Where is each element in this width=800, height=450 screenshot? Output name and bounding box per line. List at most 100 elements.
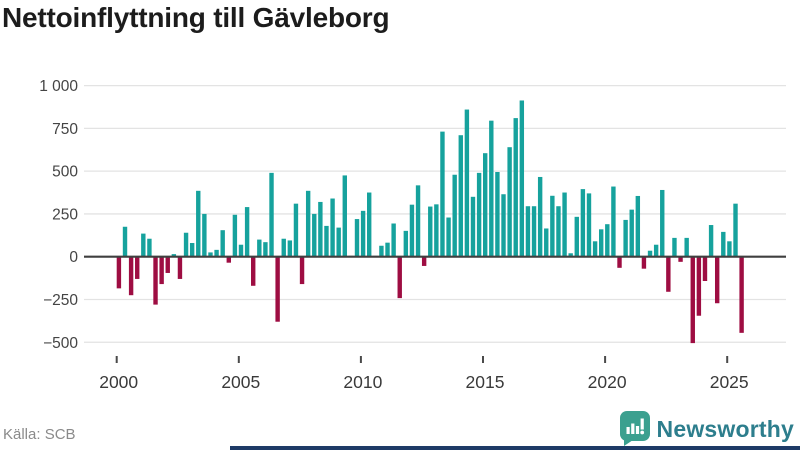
bar	[135, 256, 140, 279]
bar	[678, 256, 683, 262]
bar	[599, 229, 604, 257]
bar	[470, 196, 476, 257]
newsworthy-logo-text: Newsworthy	[656, 415, 794, 442]
bar	[220, 230, 225, 257]
bar	[647, 250, 653, 257]
bar	[238, 244, 244, 257]
y-tick-label: −500	[43, 335, 78, 352]
bar	[196, 190, 201, 257]
bar	[556, 206, 561, 257]
bar	[336, 227, 341, 257]
bar	[257, 239, 262, 257]
bar	[232, 214, 238, 257]
x-tick-label: 2000	[99, 372, 138, 392]
bar	[714, 256, 720, 304]
bar	[141, 233, 146, 257]
bar	[690, 256, 695, 344]
source-caption: Källa: SCB	[3, 426, 76, 443]
bar	[360, 210, 366, 257]
bar	[446, 217, 451, 257]
bar	[519, 100, 525, 257]
bar	[507, 147, 512, 257]
bar	[702, 256, 708, 281]
bar	[592, 241, 598, 257]
bar	[281, 238, 286, 257]
bar	[733, 203, 738, 257]
y-tick-label: 1 000	[39, 78, 78, 95]
bar	[696, 256, 702, 316]
bar	[299, 256, 305, 285]
bar	[672, 237, 677, 257]
x-tick-label: 2025	[710, 372, 749, 392]
bar	[122, 226, 128, 257]
x-tick-label: 2005	[221, 372, 260, 392]
bar	[403, 230, 409, 257]
bar	[263, 242, 268, 257]
bar	[330, 198, 335, 257]
bar	[641, 256, 647, 269]
bar	[562, 192, 567, 257]
bar	[244, 207, 250, 257]
bar	[177, 256, 183, 279]
newsworthy-logo: Newsworthy	[619, 411, 794, 447]
bar	[128, 256, 134, 296]
bar	[428, 206, 433, 257]
bar	[660, 189, 665, 257]
bar	[568, 253, 573, 257]
bar	[379, 245, 384, 257]
bar	[440, 131, 445, 257]
x-tick-label: 2010	[343, 372, 382, 392]
bar	[385, 242, 390, 257]
bar	[367, 192, 372, 257]
page-title: Nettoinflyttning till Gävleborg	[2, 2, 390, 33]
bar	[586, 193, 592, 257]
bar	[739, 256, 744, 333]
bar	[452, 174, 457, 257]
y-tick-label: 500	[52, 164, 78, 181]
bar	[312, 213, 317, 257]
bar	[409, 204, 415, 257]
bar	[483, 153, 488, 257]
bar	[318, 201, 323, 257]
bar	[653, 244, 659, 257]
bar	[183, 232, 189, 257]
y-tick-label: 250	[52, 206, 78, 223]
bar	[501, 194, 506, 257]
bar	[397, 256, 402, 299]
bar	[464, 109, 470, 257]
bar	[293, 203, 299, 257]
bar	[324, 225, 329, 257]
bar	[159, 256, 164, 285]
bottom-accent-bar	[230, 446, 800, 450]
bar	[421, 256, 427, 266]
axes: 1 000 750 500 250 0 −250 −500 2000 2005 2010 2015 2…	[39, 78, 786, 392]
bar	[214, 249, 219, 257]
bar	[605, 224, 610, 257]
bar-chart-icon	[626, 418, 644, 435]
bar	[226, 256, 231, 263]
bar	[342, 175, 347, 257]
y-tick-label: 0	[69, 249, 78, 266]
bar	[116, 256, 122, 289]
bar	[415, 185, 421, 257]
bar	[537, 176, 543, 257]
bar	[165, 256, 170, 273]
bar	[476, 172, 482, 257]
bar	[580, 189, 586, 257]
bar	[635, 195, 641, 257]
bars	[116, 100, 744, 344]
bar	[623, 219, 628, 257]
bar	[171, 254, 177, 257]
bar	[489, 120, 494, 257]
x-tick-label: 2015	[466, 372, 505, 392]
bar	[189, 243, 195, 257]
bar	[513, 118, 518, 257]
bar	[354, 219, 360, 257]
bar	[434, 204, 439, 257]
bar	[684, 237, 689, 257]
bar	[495, 172, 500, 257]
bar	[202, 213, 207, 257]
bar	[391, 223, 396, 257]
